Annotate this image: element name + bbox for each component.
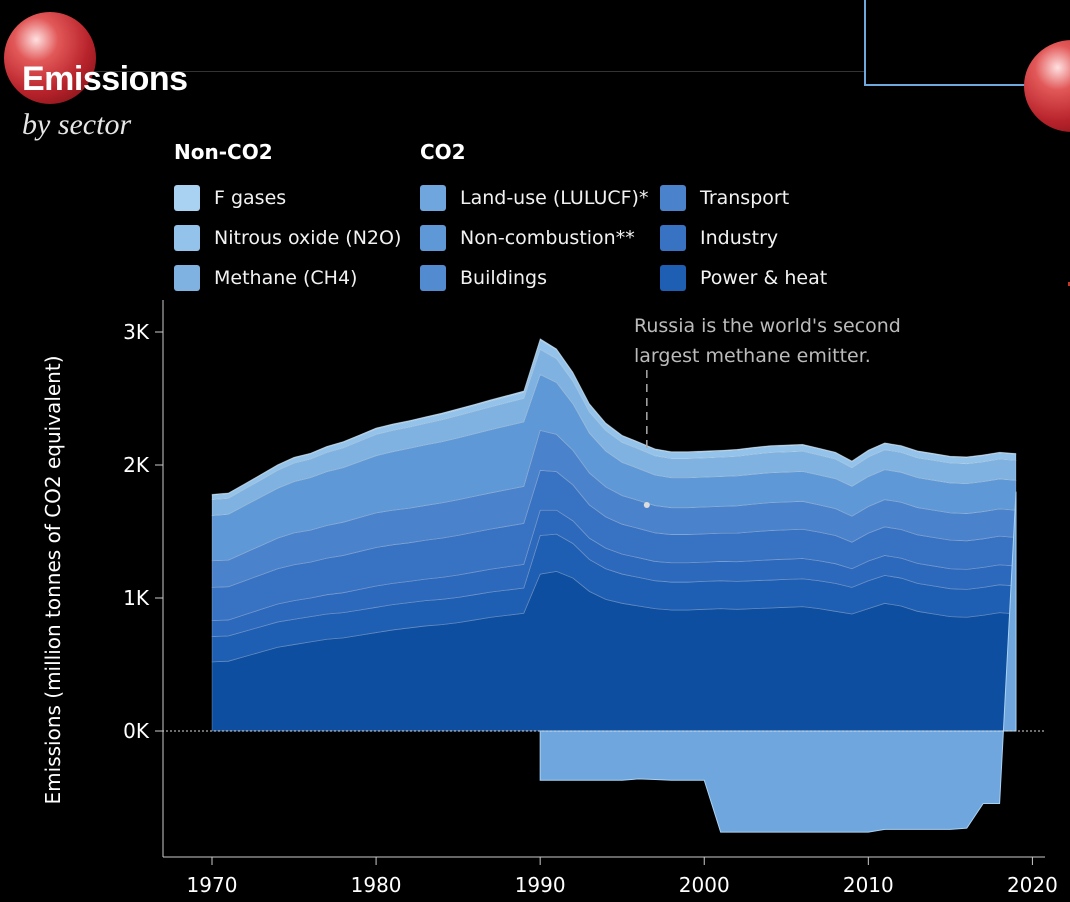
legend-swatch [660,265,686,291]
legend-co2-col1: CO2 Land-use (LULUCF)* Non-combustion** … [420,140,648,298]
annotation-dot [643,502,650,508]
legend-item: Land-use (LULUCF)* [420,178,648,218]
legend-item: Nitrous oxide (N2O) [174,218,401,258]
legend-label: Power & heat [700,267,828,289]
x-tick-label: 2000 [679,873,730,897]
area-series-8 [211,338,1017,496]
x-tick-label: 1980 [351,873,402,897]
legend-item: Non-combustion** [420,218,648,258]
legend-label: Transport [700,187,790,209]
legend-label: Land-use (LULUCF)* [460,187,649,209]
legend-swatch [420,185,446,211]
x-tick-label: 2010 [843,873,894,897]
legend-item: Industry [660,218,827,258]
y-tick-label: 0K [123,719,150,743]
legend-swatch [660,185,686,211]
legend-header-co2: CO2 [420,140,466,164]
legend-label: Buildings [460,267,547,289]
legend-non-co2: Non-CO2 F gases Nitrous oxide (N2O) Meth… [174,140,401,298]
red-sphere-decoration [4,12,96,104]
legend-swatch [174,225,200,251]
legend-co2-col2: Transport Industry Power & heat [660,140,827,298]
x-tick-label: 1990 [515,873,566,897]
legend-swatch [174,265,200,291]
legend-label: Industry [700,227,779,249]
y-tick-label: 3K [123,320,150,344]
legend-swatch [660,225,686,251]
annotation-line-2: largest methane emitter. [634,345,871,367]
page-title: Emissions [22,60,188,98]
y-tick-label: 2K [123,453,150,477]
y-ticks: 0K 1K 2K 3K [123,320,163,743]
legend-item: Buildings [420,258,648,298]
legend-item: F gases [174,178,401,218]
decorative-frame [864,0,1070,86]
legend-label: Methane (CH4) [214,267,358,289]
area-land-use [539,491,1017,833]
x-tick-label: 1970 [187,873,238,897]
legend-label: Non-combustion** [460,227,635,249]
y-tick-label: 1K [123,586,150,610]
legend-swatch [420,265,446,291]
chart-areas [211,338,1017,833]
legend-header-non-co2: Non-CO2 [174,140,273,164]
legend-label: Nitrous oxide (N2O) [214,227,402,249]
page-subtitle: by sector [22,108,132,141]
y-axis-label: Emissions (million tonnes of CO2 equival… [41,356,65,805]
legend-item: Methane (CH4) [174,258,401,298]
side-accent [1068,282,1070,286]
x-ticks: 1970 1980 1990 2000 2010 2020 [187,857,1058,897]
legend-item: Transport [660,178,827,218]
legend-swatch [420,225,446,251]
header-divider [45,71,865,72]
legend-swatch [174,185,200,211]
legend-label: F gases [214,187,287,209]
annotation-line-1: Russia is the world's second [634,315,901,337]
legend-item: Power & heat [660,258,827,298]
x-tick-label: 2020 [1007,873,1058,897]
